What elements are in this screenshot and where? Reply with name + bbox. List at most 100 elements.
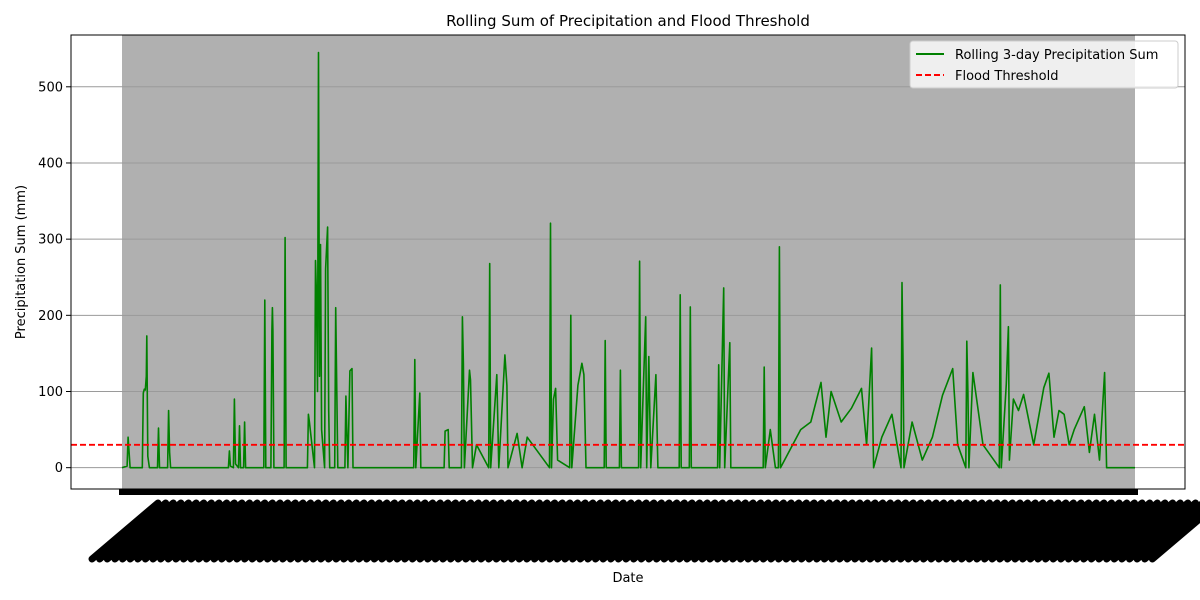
x-tick-label <box>1003 499 1077 563</box>
x-tick-label <box>393 499 467 563</box>
x-tick-label <box>492 499 566 563</box>
x-tick-label <box>1019 499 1093 563</box>
x-tick-label <box>263 499 337 563</box>
y-tick-label: 100 <box>38 385 63 400</box>
x-tick-label <box>355 499 429 563</box>
x-tick-label <box>752 499 826 563</box>
series-line-rolling-sum <box>121 51 1135 469</box>
chart-title: Rolling Sum of Precipitation and Flood T… <box>446 12 810 30</box>
legend: Rolling 3-day Precipitation Sum Flood Th… <box>909 40 1179 89</box>
x-tick-label <box>1034 499 1108 563</box>
x-tick-label <box>332 499 406 563</box>
x-tick-label <box>996 499 1070 563</box>
y-tick-layer: 0 100 200 300 400 500 <box>38 80 71 476</box>
x-tick-label <box>813 499 887 563</box>
x-tick-label <box>363 499 437 563</box>
y-tick-label: 0 <box>55 461 63 476</box>
x-tick-label <box>553 499 627 563</box>
x-tick-label <box>309 499 383 563</box>
x-tick-label <box>416 499 490 563</box>
series-layer <box>71 51 1185 469</box>
x-tick-label <box>1133 501 1200 563</box>
x-tick-label <box>691 499 765 563</box>
x-tick-label <box>797 499 871 563</box>
x-tick-label <box>424 499 498 563</box>
y-tick-label: 500 <box>38 80 63 95</box>
x-tick-label <box>981 499 1055 563</box>
x-tick-label <box>736 499 810 563</box>
y-tick-label: 200 <box>38 309 63 324</box>
x-tick-label <box>744 499 818 563</box>
x-tick-label <box>477 499 551 563</box>
legend-box <box>909 40 1179 89</box>
x-tick-label <box>111 499 185 563</box>
x-tick-label <box>408 499 482 563</box>
x-tick-label <box>706 499 780 563</box>
x-tick-label <box>210 499 284 563</box>
x-tick-label <box>675 499 749 563</box>
x-tick-label <box>721 499 795 563</box>
x-tick-label <box>767 499 841 563</box>
x-tick-label <box>1118 499 1192 563</box>
x-tick-label <box>714 499 788 563</box>
x-tick-label <box>607 499 681 563</box>
x-tick-label <box>202 499 276 563</box>
x-tick-label <box>119 499 193 563</box>
x-tick-label <box>630 499 704 563</box>
y-tick-label: 300 <box>38 233 63 248</box>
x-tick-label <box>469 499 543 563</box>
x-tick-label <box>1103 499 1177 563</box>
x-tick-label <box>538 499 612 563</box>
x-tick-label <box>164 499 238 563</box>
x-tick-label <box>927 499 1001 563</box>
x-tick-label <box>866 499 940 563</box>
x-tick-label <box>286 499 360 563</box>
x-tick-label <box>828 499 902 563</box>
x-tick-label <box>614 499 688 563</box>
x-tick-band <box>119 489 1138 495</box>
x-tick-label <box>988 499 1062 563</box>
x-tick-label <box>782 499 856 563</box>
x-tick-label <box>88 499 162 563</box>
legend-label-rolling-sum: Rolling 3-day Precipitation Sum <box>955 48 1158 63</box>
x-tick-label <box>1148 513 1200 563</box>
x-tick-label <box>241 499 315 563</box>
x-tick-label <box>622 499 696 563</box>
x-tick-label <box>912 499 986 563</box>
x-tick-label <box>378 499 452 563</box>
x-tick-label <box>683 499 757 563</box>
x-tick-label <box>172 499 246 563</box>
x-tick-label <box>645 499 719 563</box>
x-tick-label <box>1057 499 1131 563</box>
x-tick-label <box>729 499 803 563</box>
x-tick-label <box>248 499 322 563</box>
x-tick-label <box>134 499 208 563</box>
x-tick-label <box>439 499 513 563</box>
plot-frame <box>70 34 1186 490</box>
x-tick-label <box>126 499 200 563</box>
x-tick-label <box>843 499 917 563</box>
x-tick-label <box>370 499 444 563</box>
x-tick-label <box>1125 499 1199 563</box>
x-tick-label <box>569 499 643 563</box>
x-tick-label <box>515 499 589 563</box>
x-tick-label <box>218 499 292 563</box>
x-tick-marks <box>88 489 1200 563</box>
x-tick-label <box>958 499 1032 563</box>
x-tick-label <box>271 499 345 563</box>
x-tick-label <box>805 499 879 563</box>
x-tick-label <box>790 499 864 563</box>
x-tick-label <box>942 499 1016 563</box>
x-tick-label <box>157 499 231 563</box>
x-tick-label <box>149 499 223 563</box>
x-tick-label <box>508 499 582 563</box>
x-tick-label <box>347 499 421 563</box>
x-tick-label <box>96 499 170 563</box>
x-tick-label <box>973 499 1047 563</box>
x-tick-label <box>759 499 833 563</box>
x-tick-label <box>500 499 574 563</box>
x-tick-label <box>904 499 978 563</box>
x-tick-label <box>462 499 536 563</box>
